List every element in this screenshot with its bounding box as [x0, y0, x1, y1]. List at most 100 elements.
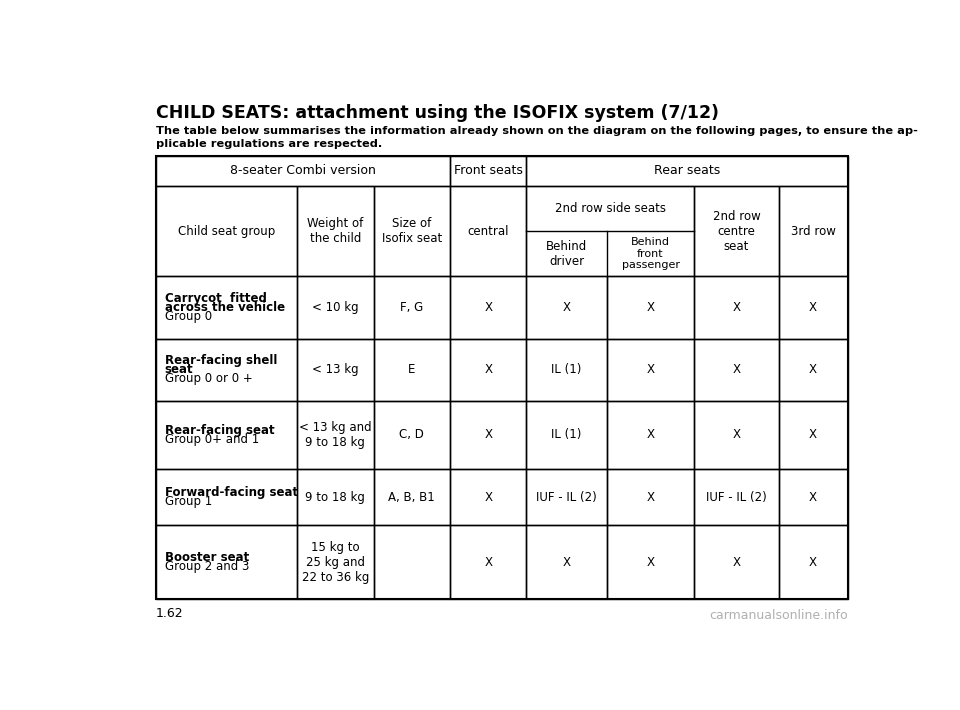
Bar [526, 186, 694, 276]
Bar [779, 525, 848, 599]
Bar [450, 339, 526, 401]
Bar [607, 276, 694, 339]
Text: 15 kg to
25 kg and
22 to 36 kg: 15 kg to 25 kg and 22 to 36 kg [301, 541, 369, 584]
Bar [297, 525, 373, 599]
Text: Front seats: Front seats [454, 165, 522, 178]
Text: X: X [646, 491, 655, 503]
Text: X: X [484, 301, 492, 314]
Bar [156, 469, 297, 525]
Text: Rear-facing seat: Rear-facing seat [165, 424, 275, 437]
Text: X: X [732, 301, 740, 314]
Bar [779, 469, 848, 525]
Text: < 10 kg: < 10 kg [312, 301, 359, 314]
Text: Behind
front
passenger: Behind front passenger [621, 237, 680, 271]
Text: 2nd row side seats: 2nd row side seats [555, 202, 666, 215]
Bar [694, 525, 779, 599]
Text: X: X [732, 364, 740, 376]
Text: X: X [646, 428, 655, 442]
Text: CHILD SEATS: attachment using the ISOFIX system (7/12): CHILD SEATS: attachment using the ISOFIX… [156, 104, 719, 122]
Bar [694, 276, 779, 339]
Text: X: X [646, 556, 655, 569]
Text: F, G: F, G [400, 301, 423, 314]
Text: Carrycot  fitted: Carrycot fitted [165, 292, 267, 305]
Text: X: X [484, 556, 492, 569]
Text: carmanualsonline.info: carmanualsonline.info [709, 609, 848, 622]
Text: 3rd row: 3rd row [791, 224, 835, 238]
Bar [450, 401, 526, 469]
Bar [694, 186, 779, 276]
Text: < 13 kg: < 13 kg [312, 364, 359, 376]
Text: X: X [809, 491, 817, 503]
Bar [297, 339, 373, 401]
Bar [607, 401, 694, 469]
Bar [779, 401, 848, 469]
Bar [373, 339, 450, 401]
Text: IUF - IL (2): IUF - IL (2) [537, 491, 597, 503]
Bar [156, 156, 450, 186]
Bar [526, 401, 607, 469]
Text: X: X [809, 428, 817, 442]
Text: Forward-facing seat: Forward-facing seat [165, 486, 298, 499]
Text: Behind
driver: Behind driver [546, 240, 588, 268]
Text: Rear seats: Rear seats [654, 165, 720, 178]
Bar [373, 525, 450, 599]
Text: Group 0+ and 1: Group 0+ and 1 [165, 433, 259, 446]
Text: Rear-facing shell: Rear-facing shell [165, 354, 277, 367]
Bar [450, 156, 526, 186]
Text: X: X [809, 364, 817, 376]
Text: X: X [646, 301, 655, 314]
Bar [607, 525, 694, 599]
Text: X: X [484, 428, 492, 442]
Bar [450, 525, 526, 599]
Text: X: X [732, 428, 740, 442]
Text: 8-seater Combi version: 8-seater Combi version [230, 165, 375, 178]
Text: 9 to 18 kg: 9 to 18 kg [305, 491, 365, 503]
Bar [694, 401, 779, 469]
Text: X: X [732, 556, 740, 569]
Text: Group 0: Group 0 [165, 310, 212, 323]
Text: Group 0 or 0 +: Group 0 or 0 + [165, 372, 252, 385]
Bar [297, 276, 373, 339]
Text: IUF - IL (2): IUF - IL (2) [707, 491, 767, 503]
Bar [779, 276, 848, 339]
Text: X: X [484, 364, 492, 376]
Bar [607, 469, 694, 525]
Bar [156, 339, 297, 401]
Bar [694, 339, 779, 401]
Text: Weight of
the child: Weight of the child [307, 217, 364, 245]
Text: X: X [809, 301, 817, 314]
Bar [526, 469, 607, 525]
Bar [297, 186, 373, 276]
Text: E: E [408, 364, 416, 376]
Text: < 13 kg and
9 to 18 kg: < 13 kg and 9 to 18 kg [299, 421, 372, 449]
Text: IL (1): IL (1) [551, 428, 582, 442]
Bar [450, 186, 526, 276]
Text: Group 1: Group 1 [165, 495, 212, 508]
Bar [526, 276, 607, 339]
Text: IL (1): IL (1) [551, 364, 582, 376]
Bar [694, 469, 779, 525]
Text: Size of
Isofix seat: Size of Isofix seat [382, 217, 442, 245]
Bar [373, 401, 450, 469]
Text: 2nd row
centre
seat: 2nd row centre seat [712, 209, 760, 253]
Text: across the vehicle: across the vehicle [165, 301, 285, 314]
Bar [607, 339, 694, 401]
Bar [156, 401, 297, 469]
Bar [779, 339, 848, 401]
Text: X: X [646, 364, 655, 376]
Text: The table below summarises the information already shown on the diagram on the f: The table below summarises the informati… [156, 126, 918, 149]
Bar [450, 469, 526, 525]
Text: seat: seat [165, 364, 193, 376]
Bar [297, 401, 373, 469]
Bar [156, 525, 297, 599]
Bar [156, 186, 297, 276]
Bar [297, 469, 373, 525]
Bar [373, 276, 450, 339]
Bar [373, 186, 450, 276]
Text: 1.62: 1.62 [156, 607, 183, 620]
Bar [526, 339, 607, 401]
Text: A, B, B1: A, B, B1 [389, 491, 435, 503]
Bar [156, 276, 297, 339]
Bar [373, 469, 450, 525]
Text: C, D: C, D [399, 428, 424, 442]
